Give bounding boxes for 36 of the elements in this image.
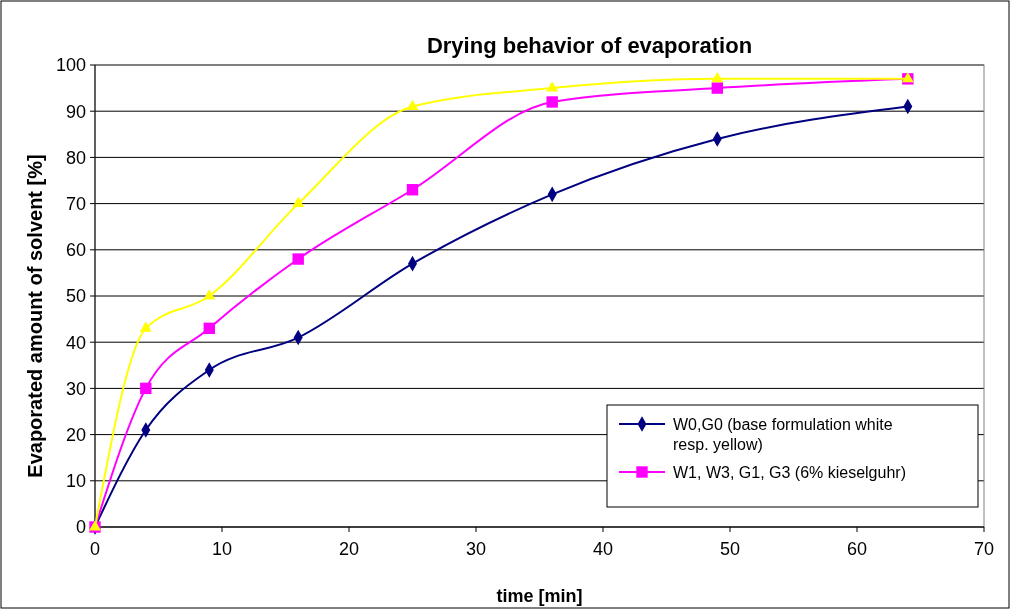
x-tick-label: 40 — [592, 539, 614, 559]
y-tick-label: 10 — [65, 471, 86, 492]
point — [711, 82, 723, 94]
y-tick-label: 40 — [65, 332, 86, 353]
x-tick-label: 60 — [846, 539, 868, 559]
x-tick-label: 10 — [211, 539, 233, 559]
chart-title: Drying behavior of evaporation — [426, 33, 753, 58]
point — [140, 382, 152, 395]
x-tick-label: 70 — [973, 539, 995, 559]
point — [139, 321, 152, 332]
point — [203, 289, 216, 300]
point — [546, 81, 559, 92]
legend-label: W1, W3, G1, G3 (6% kieselguhr) — [673, 463, 906, 481]
y-tick-label: 30 — [65, 378, 86, 399]
y-tick-label: 80 — [65, 147, 86, 168]
x-axis-title: time [min] — [496, 586, 583, 606]
y-tick-label: 60 — [65, 240, 86, 261]
y-tick-label: 50 — [65, 286, 86, 307]
point — [711, 72, 724, 83]
x-tick-label: 50 — [719, 539, 741, 559]
y-tick-label: 70 — [65, 193, 86, 214]
y-tick-label: 100 — [55, 55, 86, 76]
x-tick-label: 20 — [338, 539, 360, 559]
point — [406, 99, 419, 110]
point — [292, 253, 304, 265]
point — [406, 184, 419, 196]
y-tick-label: 0 — [75, 517, 86, 538]
x-tick-label: 30 — [465, 539, 487, 559]
legend-label: W0,G0 (base formulation white resp. yellow) — [673, 415, 893, 453]
y-tick-label: 20 — [65, 424, 86, 445]
y-tick-label: 90 — [65, 101, 86, 122]
point — [203, 322, 215, 335]
point — [292, 196, 305, 207]
y-axis-title: Evaporated amount of solvent [%] — [24, 154, 46, 478]
point — [546, 96, 558, 108]
x-tick-label: 0 — [89, 539, 101, 559]
